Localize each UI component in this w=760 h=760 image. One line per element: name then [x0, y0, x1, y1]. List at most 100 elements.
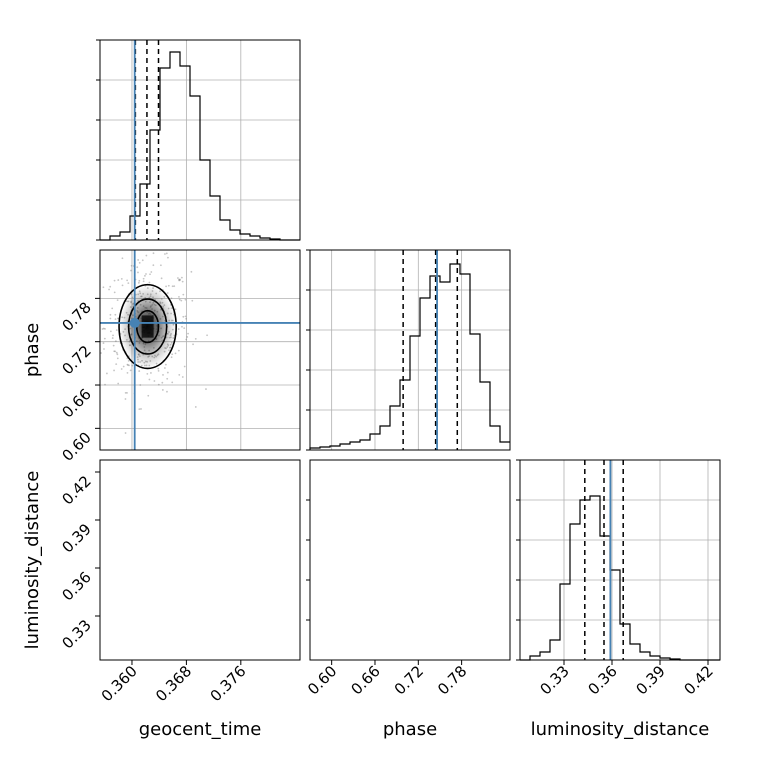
- histogram-bar: [380, 426, 390, 450]
- scatter-point: [174, 308, 177, 311]
- truth-marker: [129, 317, 140, 328]
- density-phase-vs-geocent-time: [119, 284, 177, 369]
- scatter-point: [109, 285, 112, 288]
- scatter-point: [114, 350, 117, 353]
- scatter-point: [170, 356, 173, 359]
- histogram-bar: [620, 624, 630, 660]
- scatter-point: [161, 381, 164, 384]
- scatter-point: [177, 328, 180, 330]
- histogram-bar: [470, 334, 480, 450]
- scatter-point: [124, 432, 127, 434]
- scatter-point: [124, 391, 127, 394]
- scatter-point: [167, 284, 170, 287]
- scatter-point: [159, 264, 162, 267]
- scatter-point: [173, 285, 176, 288]
- scatter-point: [113, 291, 116, 294]
- scatter-point: [182, 315, 185, 318]
- scatter-point: [138, 408, 141, 411]
- histogram-bar: [420, 298, 430, 450]
- scatter-point: [111, 307, 114, 310]
- scatter-point: [185, 338, 188, 341]
- scatter-point: [178, 295, 180, 298]
- scatter-point: [104, 383, 106, 386]
- density-peak: [141, 315, 154, 338]
- scatter-point: [128, 364, 130, 367]
- scatter-point: [117, 382, 120, 385]
- scatter-point: [126, 279, 129, 282]
- histogram-bar: [560, 584, 570, 660]
- histogram-bar: [550, 640, 560, 660]
- y-tick-label-luminosity-distance: 0.39: [58, 520, 94, 556]
- scatter-point: [166, 371, 169, 374]
- histogram-bar: [340, 444, 350, 450]
- scatter-point: [194, 406, 197, 408]
- scatter-point: [115, 351, 118, 354]
- scatter-point: [113, 279, 116, 282]
- scatter-point: [138, 279, 141, 282]
- scatter-point: [111, 337, 114, 339]
- frame-luminosity-vs-phase: [309, 459, 511, 661]
- scatter-point: [139, 384, 142, 386]
- scatter-point: [178, 278, 181, 281]
- scatter-point: [178, 298, 181, 301]
- histogram-bar: [200, 160, 210, 240]
- y-tick-label-luminosity-distance: 0.42: [58, 472, 94, 508]
- scatter-point: [131, 364, 134, 367]
- scatter-point: [194, 337, 197, 340]
- scatter-point: [170, 297, 173, 300]
- panel-hist-phase: [309, 249, 511, 451]
- scatter-point: [149, 273, 151, 276]
- scatter-point: [109, 313, 112, 316]
- scatter-point: [167, 256, 169, 259]
- scatter-point: [126, 372, 129, 374]
- frame-hist-geocent-time: [99, 39, 301, 241]
- scatter-point: [136, 266, 139, 269]
- scatter-point: [105, 372, 108, 375]
- scatter-point: [181, 376, 184, 378]
- scatter-point: [127, 364, 129, 366]
- quantiles-luminosity-distance: [584, 460, 624, 660]
- scatter-point: [206, 334, 208, 337]
- histogram-bar: [240, 234, 250, 240]
- scatter-point: [137, 259, 140, 261]
- histogram-bar: [590, 496, 600, 660]
- scatter-point: [121, 284, 124, 287]
- scatter-point: [113, 369, 115, 372]
- scatter-point: [152, 264, 155, 267]
- histogram-bar: [180, 66, 190, 240]
- scatter-point: [184, 315, 187, 318]
- x-tick-label-geocent-time: 0.368: [152, 662, 195, 705]
- scatter-point: [148, 378, 151, 381]
- x-tick-label-luminosity-distance: 0.36: [584, 662, 620, 698]
- scatter-point: [182, 293, 185, 296]
- contour: [118, 283, 177, 370]
- scatter-point: [205, 388, 207, 390]
- scatter-point: [120, 277, 123, 280]
- y-tick-label-phase: 0.78: [58, 298, 94, 334]
- scatter-point: [113, 350, 116, 353]
- scatter-point: [171, 381, 174, 384]
- scatter-point: [126, 363, 129, 366]
- scatter-point: [115, 329, 118, 332]
- scatter-point: [164, 253, 166, 255]
- x-tick-label-phase: 0.72: [391, 662, 427, 698]
- scatter-point: [184, 298, 187, 301]
- scatter-point: [183, 365, 186, 368]
- scatter-point: [115, 363, 118, 365]
- panel-luminosity-vs-geocent-time: [99, 459, 301, 661]
- scatter-point: [114, 318, 117, 321]
- histogram-bar: [480, 382, 490, 450]
- panel-luminosity-vs-phase: [309, 459, 511, 661]
- scatter-point: [180, 299, 183, 302]
- scatter-point: [140, 408, 142, 410]
- scatter-point: [102, 286, 105, 289]
- scatter-point: [116, 299, 119, 302]
- scatter-point: [124, 398, 127, 400]
- histogram-bar: [360, 440, 370, 450]
- histogram-bar: [570, 524, 580, 660]
- scatter-point: [102, 327, 105, 330]
- histogram-bar: [140, 184, 150, 240]
- scatter-point: [122, 365, 125, 368]
- scatter-point: [130, 264, 133, 267]
- truth-phase-vs-geocent-time: [100, 250, 300, 450]
